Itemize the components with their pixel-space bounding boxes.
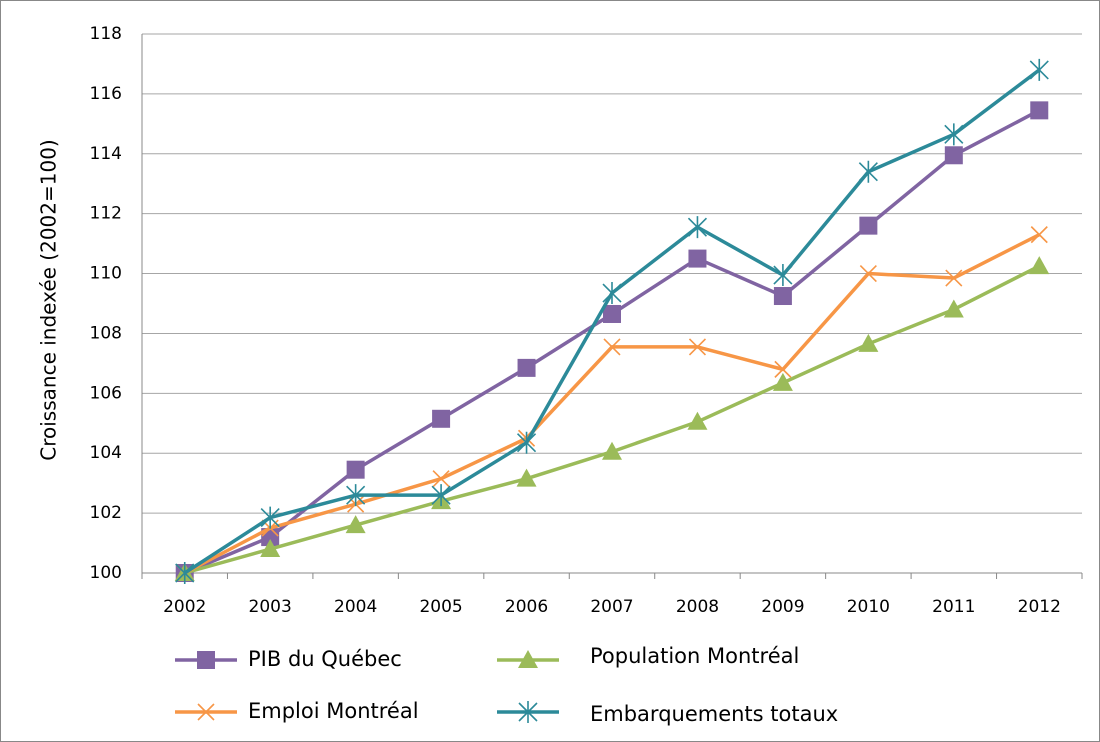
point-marker [1029,58,1049,81]
x-tick-label: 2007 [590,597,633,617]
point-marker [773,287,792,306]
y-tick-label: 102 [90,503,122,523]
legend-marker [197,703,215,721]
x-tick-label: 2009 [761,597,804,617]
point-marker [602,282,622,305]
x-tick-label: 2005 [419,597,462,617]
point-marker [945,269,963,287]
x-tick-label: 2010 [847,597,890,617]
point-marker [688,338,707,356]
y-axis-title: Croissance indexée (2002=100) [37,139,61,460]
y-tick-label: 114 [90,144,122,164]
point-marker [516,431,537,454]
point-marker [687,411,708,430]
x-tick-label: 2002 [163,597,206,617]
legend-marker [518,650,538,668]
legend-label: Embarquements totaux [590,702,838,726]
point-marker [603,304,621,323]
point-marker [516,468,537,487]
point-marker [346,484,366,507]
point-marker [346,460,365,479]
x-tick-label: 2004 [334,597,377,617]
point-marker [431,484,451,507]
point-marker [602,441,622,460]
point-marker [1030,226,1048,244]
point-marker [687,216,708,239]
y-tick-label: 116 [90,84,122,104]
x-tick-label: 2003 [249,597,292,617]
point-marker [688,249,707,268]
y-tick-label: 104 [90,443,122,463]
point-marker [260,539,281,558]
point-marker [175,562,195,584]
point-marker [944,146,963,165]
x-tick-label: 2011 [932,597,975,617]
point-marker [859,264,877,283]
point-marker [858,160,878,183]
legend-marker [518,701,538,723]
y-tick-label: 100 [90,563,122,583]
point-marker [859,216,878,235]
point-marker [943,299,964,318]
y-tick-label: 108 [90,323,122,343]
point-marker [603,338,621,356]
point-marker [432,409,451,428]
point-marker [345,515,366,534]
point-marker [772,372,793,391]
legend-marker [197,651,215,669]
legend-label: PIB du Québec [248,647,402,671]
point-marker [773,264,793,287]
point-marker [944,123,964,146]
x-tick-label: 2008 [676,597,719,617]
y-tick-label: 112 [90,204,122,224]
point-marker [1030,101,1049,120]
point-marker [260,506,280,529]
legend-label: Emploi Montréal [248,699,419,723]
y-tick-label: 118 [90,24,122,44]
point-marker [432,470,450,488]
point-marker [774,360,792,378]
point-marker [1029,256,1050,275]
point-marker [858,333,879,352]
x-tick-label: 2012 [1018,597,1061,617]
y-tick-label: 110 [90,264,122,284]
point-marker [517,358,536,377]
y-tick-label: 106 [90,383,122,403]
legend-label: Population Montréal [590,644,799,668]
x-tick-label: 2006 [505,597,548,617]
